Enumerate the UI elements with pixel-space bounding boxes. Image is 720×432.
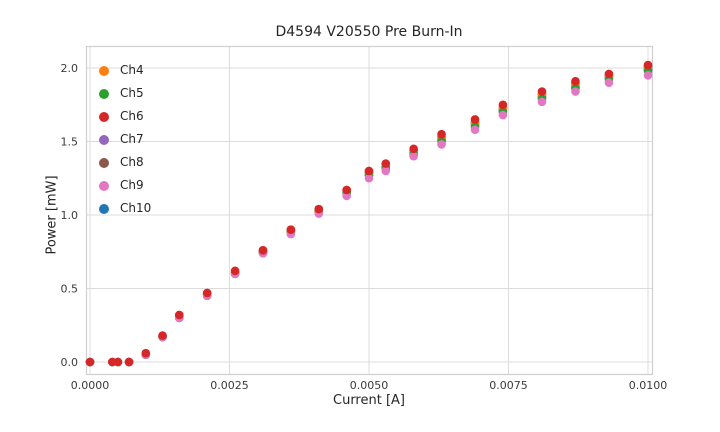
data-point-ch6 <box>113 357 123 367</box>
legend-marker-icon <box>99 203 109 214</box>
data-point-ch6 <box>258 245 268 255</box>
data-point-ch6 <box>604 69 614 79</box>
data-point-ch6 <box>141 348 151 358</box>
legend-item-ch10: Ch10 <box>99 199 151 218</box>
legend-item-ch9: Ch9 <box>99 176 151 195</box>
legend-label: Ch6 <box>120 109 144 123</box>
x-axis-label: Current [A] <box>333 393 405 408</box>
x-tick-label: 0.0075 <box>489 379 528 392</box>
data-point-ch9 <box>537 97 547 107</box>
data-point-ch6 <box>124 357 134 367</box>
data-point-ch6 <box>314 204 324 214</box>
legend-label: Ch8 <box>120 155 144 169</box>
data-point-ch6 <box>202 288 212 298</box>
data-point-ch9 <box>409 151 418 161</box>
y-tick-label: 0.0 <box>61 356 79 369</box>
data-point-ch6 <box>571 76 580 86</box>
legend-item-ch4: Ch4 <box>99 61 151 80</box>
legend-label: Ch4 <box>120 63 144 77</box>
legend-item-ch8: Ch8 <box>99 153 151 172</box>
data-point-ch9 <box>498 110 508 120</box>
legend-item-ch6: Ch6 <box>99 107 151 126</box>
data-point-ch6 <box>537 87 547 96</box>
data-point-ch6 <box>643 60 653 70</box>
legend-marker-icon <box>99 111 109 122</box>
legend-marker-icon <box>99 65 109 76</box>
x-tick-label: 0.0025 <box>210 379 249 392</box>
y-axis-label: Power [mW] <box>44 175 60 255</box>
legend-marker-icon <box>99 88 109 99</box>
data-point-ch6 <box>498 100 508 110</box>
legend-marker-icon <box>99 134 109 145</box>
data-point-ch6 <box>364 166 374 176</box>
x-tick-label: 0.0000 <box>71 379 110 392</box>
data-point-ch6 <box>85 357 95 367</box>
data-point-ch9 <box>643 71 653 80</box>
legend-item-ch7: Ch7 <box>99 130 151 149</box>
legend-label: Ch5 <box>120 86 144 100</box>
legend: Ch4 Ch5 Ch6 Ch7 Ch8 Ch9 Ch10 <box>99 61 151 218</box>
legend-marker-icon <box>99 180 109 191</box>
data-point-ch9 <box>604 78 614 87</box>
chart-title: D4594 V20550 Pre Burn-In <box>275 24 463 40</box>
legend-label: Ch7 <box>120 132 144 146</box>
y-tick-label: 1.5 <box>61 136 79 149</box>
data-point-ch6 <box>409 144 418 154</box>
data-point-ch6 <box>230 266 240 276</box>
data-point-ch9 <box>381 166 391 176</box>
data-point-ch6 <box>381 159 391 168</box>
y-tick-label: 2.0 <box>61 62 79 75</box>
y-tick-label: 1.0 <box>61 209 79 222</box>
plot-border <box>85 45 654 376</box>
data-point-ch9 <box>342 191 351 201</box>
data-point-ch6 <box>470 115 480 124</box>
data-point-ch9 <box>364 173 374 183</box>
legend-label: Ch9 <box>120 178 144 192</box>
data-point-ch6 <box>342 185 351 195</box>
y-tick-label: 0.5 <box>61 283 79 296</box>
data-point-ch9 <box>571 87 580 96</box>
data-point-ch6 <box>286 225 296 234</box>
data-point-ch6 <box>437 129 446 139</box>
x-tick-label: 0.0100 <box>629 379 668 392</box>
x-tick-label: 0.0050 <box>350 379 389 392</box>
data-point-ch6 <box>158 331 167 340</box>
legend-item-ch5: Ch5 <box>99 84 151 103</box>
legend-marker-icon <box>99 157 109 168</box>
data-point-ch9 <box>437 140 446 149</box>
data-point-ch6 <box>174 310 184 320</box>
legend-label: Ch10 <box>120 201 152 215</box>
data-point-ch9 <box>470 125 480 135</box>
